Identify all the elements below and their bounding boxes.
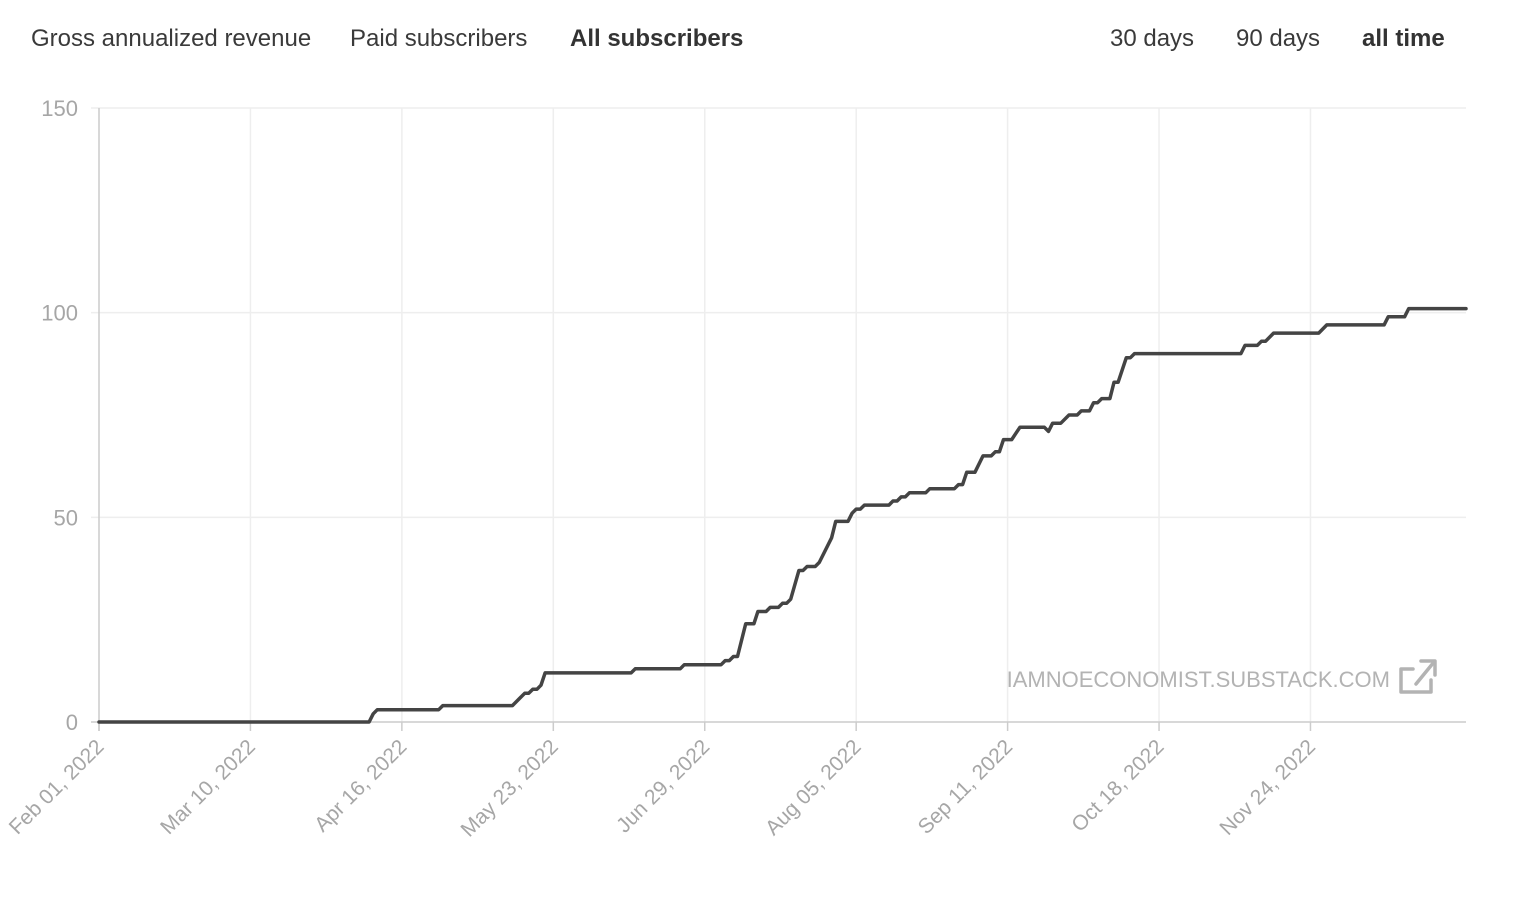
- x-tick-label: Sep 11, 2022: [914, 735, 1018, 839]
- range-30-days[interactable]: 30 days: [1110, 25, 1195, 52]
- tab-paid-subscribers[interactable]: Paid subscribers: [350, 25, 528, 52]
- tab-all-subscribers[interactable]: All subscribers: [570, 25, 744, 52]
- external-link-icon[interactable]: [1399, 659, 1437, 694]
- y-tick-label: 50: [54, 505, 78, 530]
- tab-gross-annualized-revenue[interactable]: Gross annualized revenue: [31, 25, 312, 52]
- y-tick-label: 150: [41, 96, 78, 121]
- x-tick-label: Jun 29, 2022: [612, 735, 714, 837]
- x-tick-label: Feb 01, 2022: [5, 735, 109, 839]
- range-90-days[interactable]: 90 days: [1236, 25, 1321, 52]
- chart-axes: [91, 108, 1466, 731]
- x-tick-label: Nov 24, 2022: [1215, 735, 1320, 840]
- x-axis-ticks: Feb 01, 2022 Mar 10, 2022 Apr 16, 2022 May …: [5, 735, 1320, 841]
- y-axis-ticks: 0 50 100 150: [41, 96, 78, 735]
- chart-toolbar: Gross annualized revenue Paid subscriber…: [0, 0, 1514, 78]
- x-tick-label: Oct 18, 2022: [1067, 735, 1168, 836]
- x-tick-label: Aug 05, 2022: [761, 735, 866, 840]
- y-tick-label: 100: [41, 301, 78, 326]
- y-tick-label: 0: [66, 710, 78, 735]
- range-all-time[interactable]: all time: [1362, 25, 1445, 52]
- watermark-text: IAMNOECONOMIST.SUBSTACK.COM: [1007, 667, 1390, 692]
- x-tick-label: Mar 10, 2022: [156, 735, 260, 839]
- x-tick-label: Apr 16, 2022: [310, 735, 411, 836]
- chart-grid: [91, 107, 1466, 722]
- x-tick-label: May 23, 2022: [457, 735, 563, 841]
- subscribers-line: [97, 306, 1468, 724]
- watermark[interactable]: IAMNOECONOMIST.SUBSTACK.COM: [1007, 659, 1437, 694]
